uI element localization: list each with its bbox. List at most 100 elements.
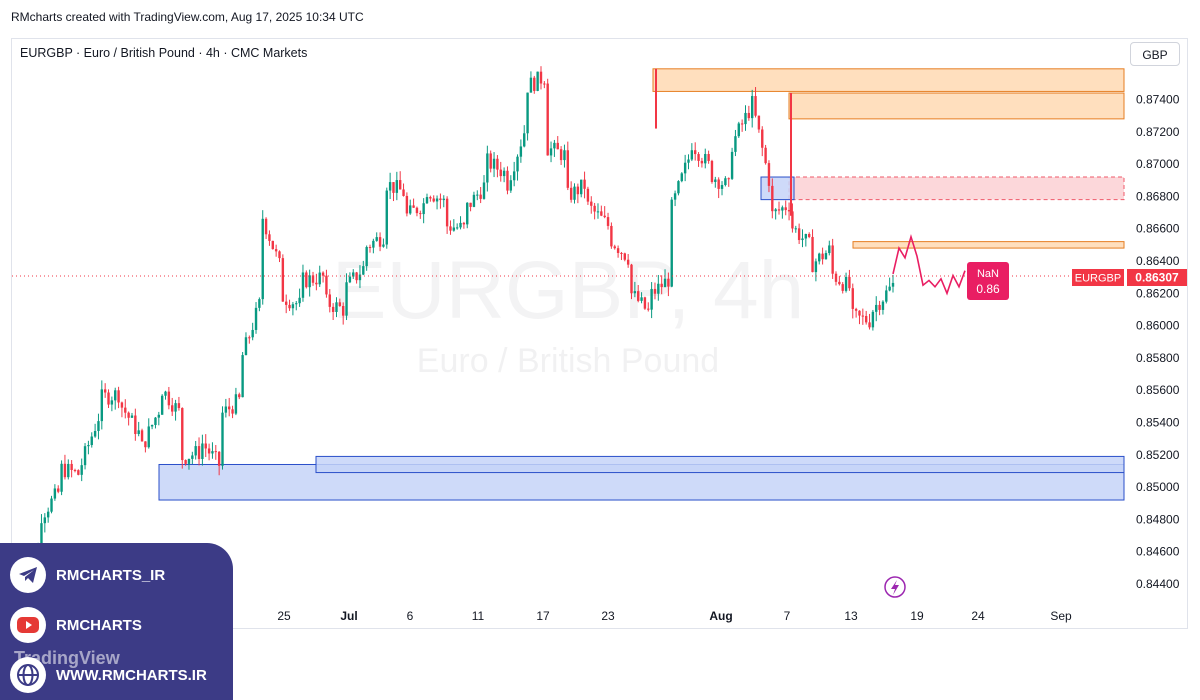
candle-up [151,425,153,426]
candle-up [443,199,445,200]
candle-down [64,464,66,477]
candle-down [141,430,143,441]
candle-up [345,282,347,315]
candle-down [433,198,435,201]
candle-down [379,237,381,247]
candle-down [265,219,267,234]
candle-down [74,470,76,471]
candle-down [446,199,448,227]
telegram-row[interactable]: RMCHARTS_IR [10,557,165,593]
candle-up [292,304,294,308]
candle-down [754,96,756,116]
candle-up [295,303,297,304]
watermark-description: Euro / British Pound [417,342,719,380]
candle-down [831,245,833,273]
zone-supply [853,242,1124,248]
candle-down [630,265,632,294]
candle-down [567,150,569,188]
candle-down [624,253,626,259]
candle-down [285,302,287,305]
candle-up [476,195,478,196]
candle-up [493,159,495,169]
candle-down [134,416,136,434]
y-tick-label: 0.87200 [1136,125,1180,139]
candle-down [811,237,813,272]
candle-up [174,403,176,411]
candle-down [402,189,404,195]
candle-down [761,129,763,147]
projection-label[interactable]: NaN 0.86 [967,262,1009,300]
candle-up [738,123,740,136]
candle-up [536,72,538,91]
candle-up [872,312,874,328]
candle-up [50,499,52,512]
candle-up [308,275,310,287]
candle-up [818,254,820,262]
projection-label-line1: NaN [977,268,999,280]
candle-down [647,309,649,310]
candle-up [684,163,686,174]
candle-up [523,133,525,146]
candle-down [268,234,270,241]
candle-up [131,416,133,418]
candle-down [533,78,535,91]
x-tick-label: 13 [844,609,858,623]
website-url: WWW.RMCHARTS.IR [56,667,207,684]
x-tick-label: 19 [910,609,924,623]
candle-down [57,488,59,491]
zone-supply [789,93,1124,119]
candle-up [516,157,518,172]
candle-down [329,294,331,306]
candle-up [436,199,438,202]
y-tick-label: 0.87400 [1136,93,1180,107]
candle-up [503,171,505,176]
y-tick-label: 0.86600 [1136,222,1180,236]
candle-down [205,443,207,448]
candle-down [798,228,800,240]
candle-up [422,203,424,214]
candle-up [731,152,733,179]
candle-up [251,330,253,337]
candle-up [657,284,659,294]
candle-up [513,171,515,180]
candle-up [225,407,227,413]
candle-up [201,443,203,458]
candle-up [409,205,411,213]
candle-down [127,413,129,418]
candle-up [188,459,190,464]
candle-down [429,197,431,198]
candle-down [168,392,170,406]
youtube-row[interactable]: RMCHARTS [10,607,142,643]
candle-down [288,305,290,308]
candle-down [500,170,502,176]
candle-up [473,195,475,207]
x-tick-label: Sep [1050,609,1072,623]
candle-up [815,261,817,272]
candle-down [838,282,840,284]
candle-down [858,311,860,316]
price-tag-symbol: EURGBP [1075,273,1121,285]
candle-up [376,237,378,241]
lightning-icon[interactable] [885,577,905,597]
candle-up [892,283,894,287]
price-axis[interactable]: 0.84400 0.84600 0.84800 0.85000 0.85200 0.854… [1136,93,1180,592]
candle-up [483,182,485,198]
candle-down [590,202,592,206]
candle-down [821,254,823,260]
candle-up [84,446,86,465]
candle-down [322,273,324,276]
candle-down [215,451,217,452]
candle-up [114,390,116,400]
candle-down [315,283,317,285]
candle-up [262,219,264,299]
branding-panel: RMCHARTS_IR RMCHARTS TradingView WWW.RMC… [0,543,233,700]
candle-up [751,96,753,118]
candle-up [319,273,321,285]
candle-down [855,309,857,311]
candle-down [238,394,240,397]
telegram-icon [10,557,46,593]
candle-down [412,205,414,207]
candle-up [158,415,160,418]
candle-down [248,337,250,338]
website-row[interactable]: WWW.RMCHARTS.IR [10,657,207,693]
